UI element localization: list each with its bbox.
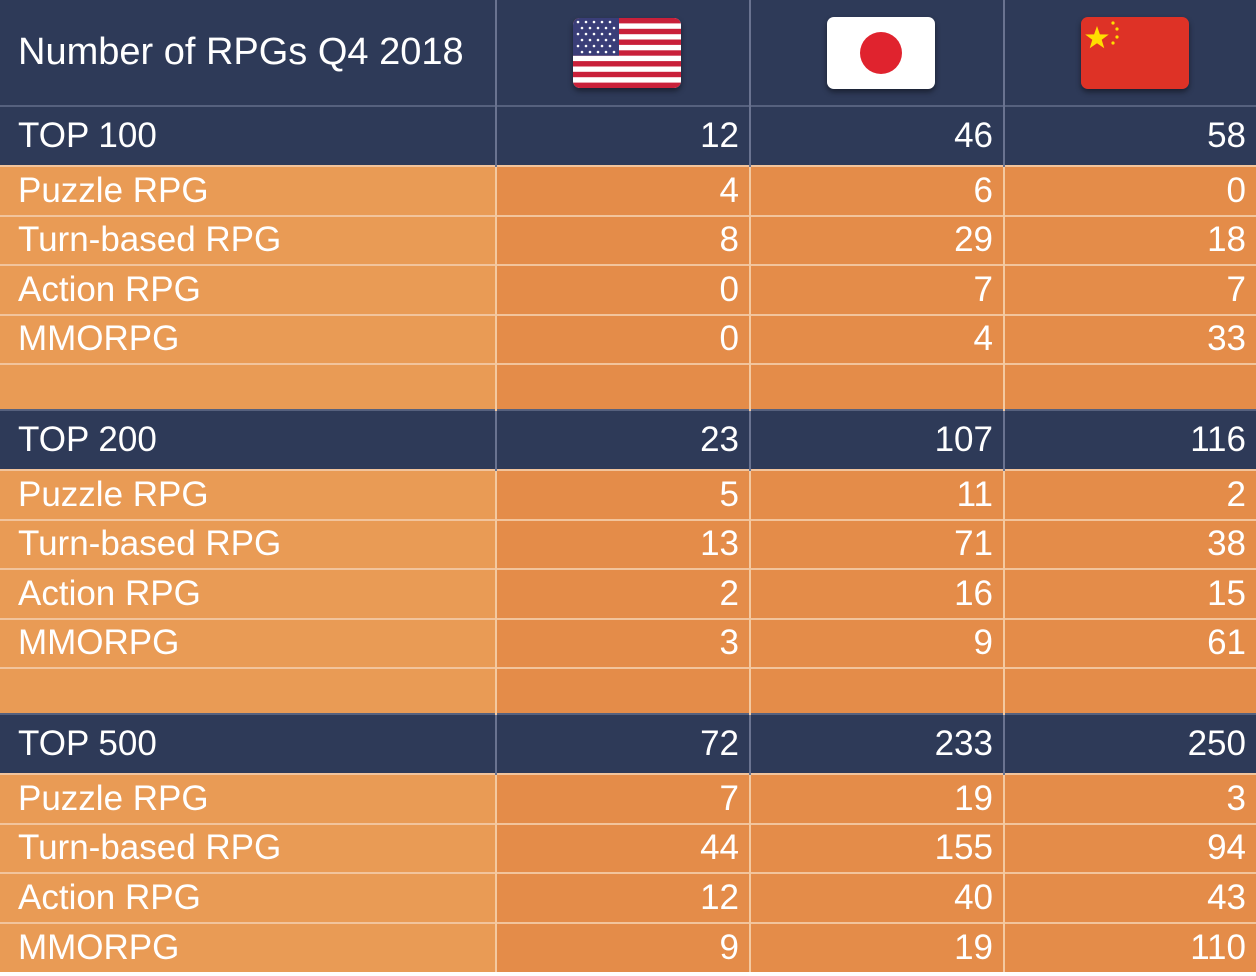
row-label: Puzzle RPG [0, 773, 497, 824]
table-cell: 0 [496, 313, 751, 364]
table-cell: 7 [1004, 264, 1256, 315]
empty-cell [496, 363, 751, 410]
table-cell: 12 [496, 872, 751, 923]
table-cell: 13 [496, 518, 751, 569]
table-cell: 6 [750, 165, 1005, 216]
table-cell: 110 [1004, 921, 1256, 972]
section-total-cell: 250 [1004, 713, 1256, 774]
table-row: MMORPG 9 19 110 [0, 921, 1256, 972]
table-row: Action RPG 0 7 7 [0, 264, 1256, 315]
table-cell: 4 [750, 313, 1005, 364]
table-cell: 71 [750, 518, 1005, 569]
row-label: Action RPG [0, 264, 497, 315]
china-column-header [1004, 0, 1256, 106]
table-cell: 94 [1004, 822, 1256, 873]
table-row: Action RPG 12 40 43 [0, 872, 1256, 923]
table-cell: 40 [750, 872, 1005, 923]
table-row: Action RPG 2 16 15 [0, 568, 1256, 619]
table-cell: 38 [1004, 518, 1256, 569]
table-cell: 0 [1004, 165, 1256, 216]
spacer-row [0, 363, 1256, 410]
china-flag-icon [1080, 16, 1189, 89]
us-flag-icon [573, 17, 681, 88]
section-total-cell: 12 [496, 105, 751, 166]
row-label: Action RPG [0, 872, 497, 923]
section-total-cell: 233 [750, 713, 1005, 774]
row-label: Puzzle RPG [0, 469, 497, 520]
section-label: TOP 500 [0, 713, 497, 774]
table-row: MMORPG 3 9 61 [0, 617, 1256, 668]
section-total-cell: 116 [1004, 409, 1256, 470]
table-cell: 7 [750, 264, 1005, 315]
spacer-row [0, 667, 1256, 714]
section-total-cell: 23 [496, 409, 751, 470]
table-cell: 8 [496, 214, 751, 265]
table-row: Puzzle RPG 7 19 3 [0, 773, 1256, 824]
japan-column-header [750, 0, 1005, 106]
row-label: Turn-based RPG [0, 518, 497, 569]
table-cell: 43 [1004, 872, 1256, 923]
table-cell: 2 [1004, 469, 1256, 520]
table-cell: 0 [496, 264, 751, 315]
table-cell: 16 [750, 568, 1005, 619]
empty-cell [1004, 363, 1256, 410]
table-cell: 9 [496, 921, 751, 972]
table-cell: 7 [496, 773, 751, 824]
empty-cell [0, 667, 497, 714]
empty-cell [1004, 667, 1256, 714]
row-label: Turn-based RPG [0, 822, 497, 873]
table-row: Puzzle RPG 5 11 2 [0, 469, 1256, 520]
table-cell: 3 [1004, 773, 1256, 824]
table-cell: 19 [750, 921, 1005, 972]
empty-cell [496, 667, 751, 714]
empty-cell [750, 667, 1005, 714]
table-row: Turn-based RPG 44 155 94 [0, 822, 1256, 873]
table-cell: 3 [496, 617, 751, 668]
table-cell: 44 [496, 822, 751, 873]
table-title: Number of RPGs Q4 2018 [0, 0, 497, 106]
row-label: Turn-based RPG [0, 214, 497, 265]
table-cell: 15 [1004, 568, 1256, 619]
section-total-cell: 58 [1004, 105, 1256, 166]
section-total-cell: 46 [750, 105, 1005, 166]
row-label: MMORPG [0, 921, 497, 972]
table-cell: 5 [496, 469, 751, 520]
table-cell: 33 [1004, 313, 1256, 364]
table-cell: 155 [750, 822, 1005, 873]
table-row: Puzzle RPG 4 6 0 [0, 165, 1256, 216]
japan-flag-icon [827, 16, 935, 89]
table-cell: 29 [750, 214, 1005, 265]
row-label: Puzzle RPG [0, 165, 497, 216]
table-cell: 9 [750, 617, 1005, 668]
row-label: Action RPG [0, 568, 497, 619]
section-row: TOP 200 23 107 116 [0, 409, 1256, 470]
table-row: Turn-based RPG 8 29 18 [0, 214, 1256, 265]
section-row: TOP 500 72 233 250 [0, 713, 1256, 774]
table-cell: 61 [1004, 617, 1256, 668]
empty-cell [750, 363, 1005, 410]
row-label: MMORPG [0, 617, 497, 668]
table-cell: 4 [496, 165, 751, 216]
row-label: MMORPG [0, 313, 497, 364]
us-column-header [496, 0, 751, 106]
section-total-cell: 72 [496, 713, 751, 774]
table-row: MMORPG 0 4 33 [0, 313, 1256, 364]
section-label: TOP 200 [0, 409, 497, 470]
section-total-cell: 107 [750, 409, 1005, 470]
section-label: TOP 100 [0, 105, 497, 166]
table-cell: 2 [496, 568, 751, 619]
empty-cell [0, 363, 497, 410]
header-row: Number of RPGs Q4 2018 [0, 0, 1256, 106]
table-cell: 11 [750, 469, 1005, 520]
table-cell: 18 [1004, 214, 1256, 265]
section-row: TOP 100 12 46 58 [0, 105, 1256, 166]
table-row: Turn-based RPG 13 71 38 [0, 518, 1256, 569]
table-cell: 19 [750, 773, 1005, 824]
